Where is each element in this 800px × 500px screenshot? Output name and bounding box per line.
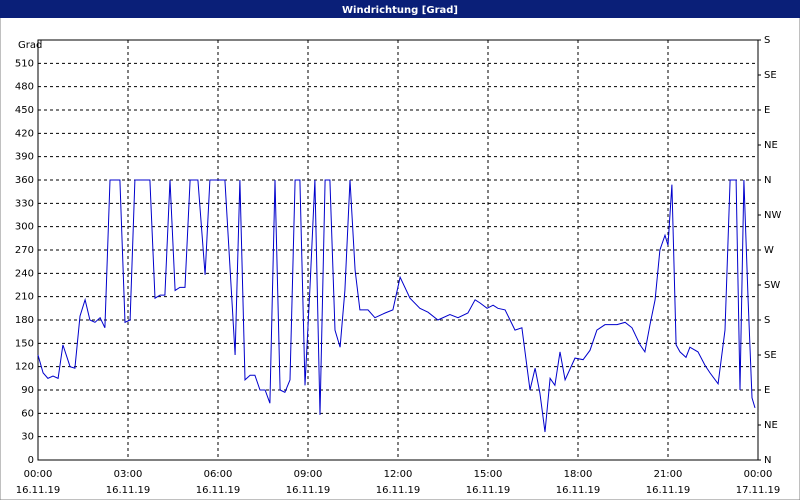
- y2-tick-label: S: [764, 315, 770, 326]
- y-tick-label: 480: [15, 82, 34, 93]
- y2-tick-label: S: [764, 35, 770, 46]
- y2-tick-label: NE: [764, 140, 778, 151]
- y2-tick-label: W: [764, 245, 774, 256]
- y-tick-label: 60: [21, 408, 34, 419]
- y2-tick-label: SW: [764, 280, 780, 291]
- x-tick-date: 16.11.19: [376, 485, 421, 496]
- y2-tick-label: SE: [764, 350, 777, 361]
- x-tick-date: 16.11.19: [196, 485, 241, 496]
- x-tick-label: 00:00: [24, 469, 53, 480]
- y-tick-label: 120: [15, 362, 34, 373]
- y-tick-label: 0: [28, 455, 34, 466]
- x-tick-date: 16.11.19: [16, 485, 61, 496]
- y-tick-label: 420: [15, 128, 34, 139]
- data-line: [37, 179, 756, 433]
- x-tick-date: 16.11.19: [646, 485, 691, 496]
- y-tick-label: 270: [15, 245, 34, 256]
- x-tick-date: 16.11.19: [106, 485, 151, 496]
- x-tick-label: 12:00: [384, 469, 413, 480]
- y-tick-label: 90: [21, 385, 34, 396]
- x-tick-label: 18:00: [564, 469, 593, 480]
- plot-frame: [37, 39, 759, 461]
- y-tick-label: 30: [21, 432, 34, 443]
- x-tick-date: 16.11.19: [286, 485, 331, 496]
- x-tick-label: 03:00: [114, 469, 143, 480]
- y-tick-label: 210: [15, 292, 34, 303]
- y2-tick-label: NE: [764, 420, 778, 431]
- y-axis-label: Grad: [18, 40, 42, 51]
- y-tick-label: 450: [15, 105, 34, 116]
- x-tick-label: 00:00: [744, 469, 773, 480]
- y2-tick-label: E: [764, 105, 770, 116]
- y2-tick-label: N: [764, 455, 771, 466]
- y-tick-label: 300: [15, 222, 34, 233]
- x-tick-date: 16.11.19: [556, 485, 601, 496]
- y-tick-label: 510: [15, 58, 34, 69]
- chart-title: Windrichtung [Grad]: [342, 5, 458, 16]
- y-tick-label: 360: [15, 175, 34, 186]
- y-tick-label: 150: [15, 338, 34, 349]
- x-tick-label: 15:00: [474, 469, 503, 480]
- y-tick-label: 240: [15, 268, 34, 279]
- y2-tick-label: E: [764, 385, 770, 396]
- y-tick-label: 180: [15, 315, 34, 326]
- y-tick-label: 330: [15, 198, 34, 209]
- x-tick-date: 16.11.19: [466, 485, 511, 496]
- y2-tick-label: NW: [764, 210, 781, 221]
- x-tick-label: 09:00: [294, 469, 323, 480]
- y2-tick-label: SE: [764, 70, 777, 81]
- y2-tick-label: N: [764, 175, 771, 186]
- y-tick-label: 390: [15, 152, 34, 163]
- x-tick-label: 21:00: [654, 469, 683, 480]
- x-tick-date: 17.11.19: [736, 485, 781, 496]
- x-tick-label: 06:00: [204, 469, 233, 480]
- title-bar: [0, 0, 800, 18]
